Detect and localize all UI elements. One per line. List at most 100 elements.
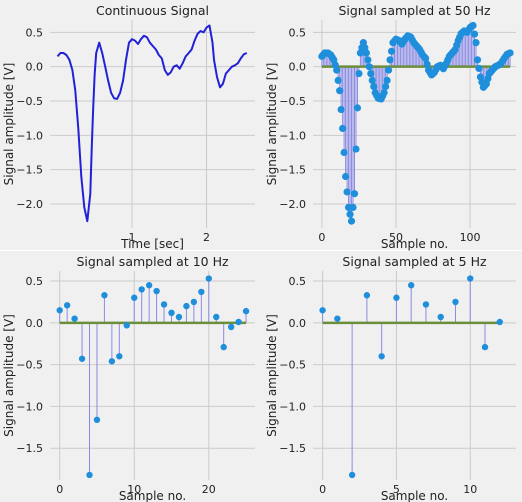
stem-marker: [145, 282, 153, 289]
y-tick-label: 0.0: [289, 317, 307, 330]
stem-marker: [382, 82, 390, 91]
stem-marker: [101, 292, 108, 299]
x-tick-label: 10: [127, 483, 141, 496]
stem-marker: [423, 60, 431, 68]
stem-marker: [56, 307, 63, 314]
stem-marker: [153, 287, 160, 295]
stem-marker: [341, 172, 350, 181]
stem-marker: [347, 217, 356, 225]
stem-marker: [131, 294, 138, 301]
y-tick-label: −1.5: [279, 442, 306, 455]
stem-marker: [422, 54, 430, 63]
y-tick-label: −1.0: [279, 129, 306, 142]
stem-marker: [334, 315, 341, 322]
stem-marker: [496, 318, 503, 326]
x-tick-label: 0: [319, 483, 326, 496]
chart-title: Signal sampled at 50 Hz: [338, 3, 491, 18]
y-tick-label: 0.5: [289, 26, 307, 39]
y-tick-label: −0.5: [16, 359, 43, 372]
x-tick-label: 50: [389, 231, 403, 244]
subplot-3: 0.5 0.0 −0.5 −1.0 −1.5 0 10 20 Signal sampled at…: [0, 251, 263, 502]
subplot-1: 0.5 0.0 −0.5 −1.0 −1.5 −2.0 1 2 Continuous Signa…: [0, 0, 263, 251]
stem-marker: [378, 353, 385, 360]
stem-marker: [362, 49, 370, 57]
stem-marker: [407, 282, 415, 289]
x-axis-label: Sample no.: [381, 489, 448, 502]
stem-marker: [368, 76, 376, 85]
stem-marker: [363, 292, 371, 299]
y-tick-label: −1.5: [16, 164, 43, 177]
signal-line: [56, 24, 248, 223]
stem-marker: [481, 343, 489, 351]
x-tick-label: 100: [460, 231, 481, 244]
subplot-2: 0.5 0.0 −0.5 −1.0 −1.5 −2.0 0 50 100 Signal sampl…: [263, 0, 522, 251]
stem-marker: [467, 275, 474, 282]
stem-marker: [63, 302, 71, 309]
y-tick-label: 0.5: [26, 26, 44, 39]
stem-marker: [364, 56, 372, 64]
y-tick-label: −1.0: [16, 129, 43, 142]
stem-marker: [472, 39, 480, 47]
stem-marker: [108, 358, 116, 365]
stem-marker: [355, 69, 363, 78]
y-tick-label: 0.5: [289, 275, 307, 288]
panel-background: [0, 251, 263, 502]
stem-marker: [473, 56, 482, 64]
stem-marker: [227, 323, 235, 331]
y-tick-label: −1.0: [279, 400, 306, 413]
x-axis-label: Sample no.: [119, 489, 186, 502]
stem-marker: [319, 307, 326, 314]
stem-marker: [352, 145, 360, 153]
stem-marker: [384, 66, 393, 74]
stem-marker: [365, 63, 373, 71]
x-tick-label: 0: [56, 483, 63, 496]
y-tick-label: 0.0: [26, 61, 44, 74]
stem-marker: [393, 294, 400, 301]
stem-marker: [71, 315, 78, 322]
stem-marker: [350, 190, 359, 198]
stem-marker: [235, 318, 242, 326]
stem-marker: [387, 47, 396, 55]
chart-title: Signal sampled at 5 Hz: [342, 254, 487, 269]
stem-marker: [337, 105, 345, 114]
y-axis-label: Signal amplitude [V]: [265, 63, 279, 186]
y-axis-label: Signal amplitude [V]: [2, 314, 16, 437]
stem-marker: [138, 286, 145, 293]
y-axis-label: Signal amplitude [V]: [265, 314, 279, 437]
stem-marker: [386, 56, 394, 64]
stem-marker: [506, 49, 514, 57]
stem-marker: [452, 298, 459, 306]
chart-title: Continuous Signal: [96, 3, 209, 18]
y-tick-label: −1.5: [279, 164, 306, 177]
stem-marker: [183, 302, 190, 310]
y-tick-label: 0.5: [26, 275, 44, 288]
stem-marker: [334, 76, 342, 85]
stem-marker: [349, 203, 357, 212]
stem-marker: [116, 353, 123, 360]
stem-marker: [93, 416, 101, 424]
stem-marker: [422, 301, 430, 308]
x-tick-label: 2: [203, 231, 210, 244]
stem-marker: [205, 275, 212, 282]
x-tick-label: 0: [318, 231, 325, 244]
x-axis-label: Time [sec]: [120, 237, 184, 251]
stem-marker: [353, 104, 362, 112]
x-axis-label: Sample no.: [381, 237, 448, 251]
stem-marker: [123, 322, 130, 329]
x-tick-label: 1: [129, 231, 136, 244]
x-tick-label: 10: [463, 483, 477, 496]
stem-marker: [370, 82, 378, 91]
chart-title: Signal sampled at 10 Hz: [76, 254, 229, 269]
x-tick-label: 5: [393, 483, 400, 496]
stem-marker: [190, 298, 198, 306]
y-tick-label: −1.0: [16, 400, 43, 413]
stem-marker: [470, 30, 479, 38]
stem-marker: [168, 309, 175, 316]
stem-marker: [213, 313, 220, 321]
stem-marker: [160, 301, 168, 308]
stem-marker: [242, 307, 250, 315]
stem-marker: [475, 64, 483, 72]
y-axis-label: Signal amplitude [V]: [2, 63, 16, 186]
panel-background: [263, 251, 522, 502]
